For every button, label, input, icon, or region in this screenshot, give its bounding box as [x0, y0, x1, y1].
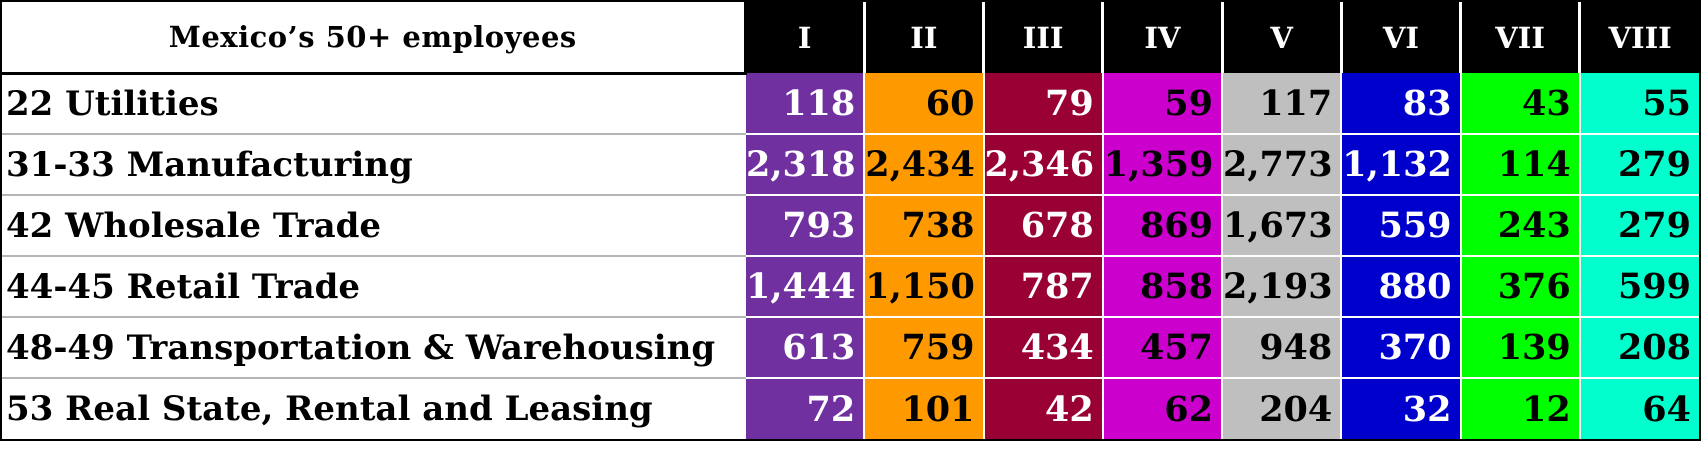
column-header-ii: II [862, 2, 984, 73]
table-row: 22 Utilities 118 60 79 59 117 83 43 55 [2, 73, 1699, 135]
row-label: 22 Utilities [2, 73, 745, 135]
column-header-iii: III [981, 2, 1103, 73]
value-cell: 62 [1101, 378, 1222, 439]
column-header-v: V [1220, 2, 1342, 73]
value-cell: 139 [1459, 317, 1580, 379]
value-cell: 678 [982, 195, 1103, 257]
value-cell: 370 [1340, 317, 1461, 379]
table-row: 48-49 Transportation & Warehousing 613 759… [2, 317, 1699, 379]
value-cell: 858 [1101, 256, 1222, 318]
header-row: Mexico’s 50+ employees I II III IV V VI … [2, 2, 1699, 75]
value-cell: 2,773 [1220, 134, 1342, 196]
table-body: 22 Utilities 118 60 79 59 117 83 43 55 31-33 Manu… [2, 73, 1699, 439]
value-cell: 279 [1578, 134, 1699, 196]
value-cell: 793 [743, 195, 865, 257]
value-cell: 434 [982, 317, 1103, 379]
column-header-vi: VI [1339, 2, 1461, 73]
column-header-viii: VIII [1578, 2, 1699, 73]
value-cell: 2,193 [1220, 256, 1342, 318]
value-cell: 64 [1578, 378, 1699, 439]
data-table: Mexico’s 50+ employees I II III IV V VI … [2, 2, 1699, 439]
value-cell: 738 [863, 195, 984, 257]
value-cell: 376 [1459, 256, 1580, 318]
value-cell: 72 [743, 378, 865, 439]
value-cell: 1,150 [863, 256, 984, 318]
value-cell: 559 [1340, 195, 1461, 257]
column-header-vii: VII [1458, 2, 1580, 73]
value-cell: 243 [1459, 195, 1580, 257]
table-row: 44-45 Retail Trade 1,444 1,150 787 858 2,193 8… [2, 256, 1699, 318]
value-cell: 55 [1578, 73, 1699, 135]
value-cell: 32 [1340, 378, 1461, 439]
value-cell: 2,318 [743, 134, 865, 196]
column-header-i: I [743, 2, 865, 73]
value-cell: 457 [1101, 317, 1222, 379]
value-cell: 599 [1578, 256, 1699, 318]
value-cell: 114 [1459, 134, 1580, 196]
value-cell: 101 [863, 378, 984, 439]
table-row: 42 Wholesale Trade 793 738 678 869 1,673 559 24… [2, 195, 1699, 257]
value-cell: 117 [1220, 73, 1342, 135]
table-row: 31-33 Manufacturing 2,318 2,434 2,346 1,359 2… [2, 134, 1699, 196]
value-cell: 204 [1220, 378, 1342, 439]
value-cell: 60 [863, 73, 984, 135]
value-cell: 787 [982, 256, 1103, 318]
table-row: 53 Real State, Rental and Leasing 72 101 42… [2, 378, 1699, 439]
value-cell: 613 [743, 317, 865, 379]
value-cell: 869 [1101, 195, 1222, 257]
value-cell: 948 [1220, 317, 1342, 379]
row-label: 53 Real State, Rental and Leasing [6, 389, 653, 429]
table-title: Mexico’s 50+ employees [2, 2, 745, 75]
row-label: 48-49 Transportation & Warehousing [2, 317, 745, 379]
table-header: Mexico’s 50+ employees I II III IV V VI … [2, 2, 1699, 75]
value-cell: 42 [982, 378, 1103, 439]
value-cell: 43 [1459, 73, 1580, 135]
value-cell: 880 [1340, 256, 1461, 318]
value-cell: 1,444 [743, 256, 865, 318]
row-label: 31-33 Manufacturing [2, 134, 745, 196]
value-cell: 279 [1578, 195, 1699, 257]
value-cell: 1,673 [1220, 195, 1342, 257]
value-cell: 1,132 [1340, 134, 1461, 196]
employees-table: Mexico’s 50+ employees I II III IV V VI … [0, 0, 1701, 441]
value-cell: 59 [1101, 73, 1222, 135]
row-label: 44-45 Retail Trade [2, 256, 745, 318]
value-cell: 759 [863, 317, 984, 379]
value-cell: 118 [743, 73, 865, 135]
row-label: 42 Wholesale Trade [2, 195, 745, 257]
value-cell: 1,359 [1101, 134, 1222, 196]
value-cell: 208 [1578, 317, 1699, 379]
value-cell: 2,434 [863, 134, 984, 196]
value-cell: 79 [982, 73, 1103, 135]
value-cell: 12 [1459, 378, 1580, 439]
value-cell: 83 [1340, 73, 1461, 135]
value-cell: 2,346 [982, 134, 1103, 196]
column-header-iv: IV [1101, 2, 1222, 73]
